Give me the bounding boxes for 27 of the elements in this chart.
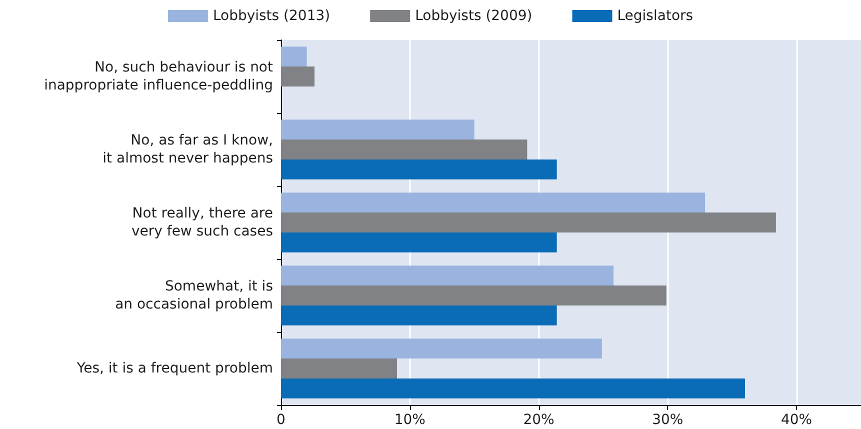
bar <box>281 286 666 306</box>
bar <box>281 232 557 252</box>
legend-label: Lobbyists (2013) <box>212 8 330 24</box>
x-tick-label: 20% <box>523 412 554 428</box>
y-tick-label: No, as far as I know, it almost never happens <box>102 132 273 166</box>
x-tick-label: 0 <box>276 412 286 428</box>
legend-label: Legislators <box>617 8 694 24</box>
x-tick-label: 40% <box>780 412 812 428</box>
y-tick-label: No, such behaviour is not inappropriate influence-peddling <box>44 60 274 94</box>
bar <box>281 140 528 160</box>
x-tick-label: 10% <box>394 412 426 428</box>
bar <box>281 120 474 140</box>
bar <box>281 46 307 67</box>
y-tick-label: Somewhat, it is an occasional problem <box>115 278 273 312</box>
bar <box>281 192 706 213</box>
bar <box>281 266 614 286</box>
bar <box>281 159 557 180</box>
bar <box>281 212 776 232</box>
bar <box>281 338 602 359</box>
legend-label: Lobbyists (2009) <box>415 8 532 24</box>
bar <box>281 378 745 398</box>
y-tick-label: Not really, there are very few such cases <box>132 206 273 240</box>
bar <box>281 358 397 378</box>
x-tick-label: 30% <box>652 412 684 428</box>
bar <box>281 305 557 326</box>
bar <box>281 66 315 86</box>
y-tick-label: Yes, it is a frequent problem <box>76 360 273 376</box>
